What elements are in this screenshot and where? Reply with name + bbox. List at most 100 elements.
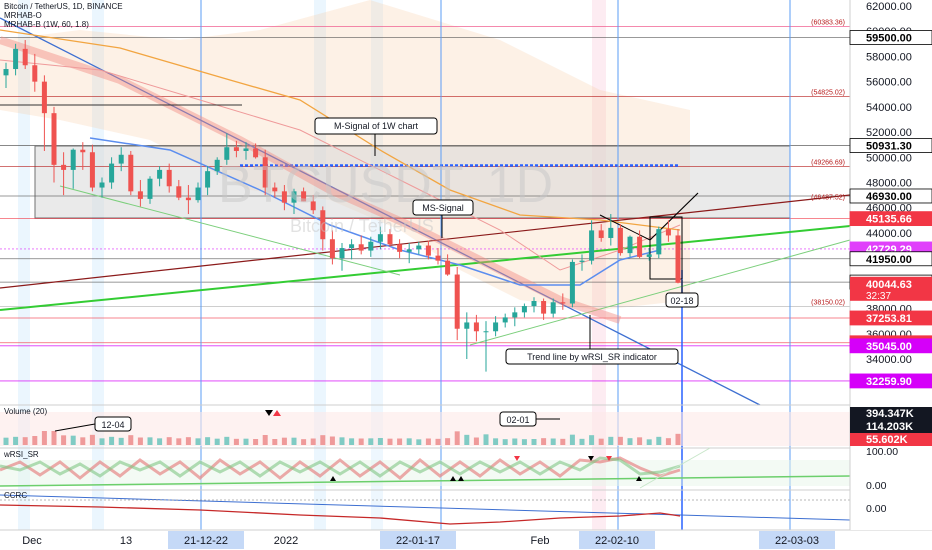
candle-body <box>483 331 489 333</box>
candle-body <box>195 187 201 201</box>
trend-line-callout: Trend line by wRSI_SR indicator <box>505 315 679 365</box>
candle-body <box>3 69 9 76</box>
price-tag <box>849 338 932 354</box>
level-lines: (60383.36) (54825.02) (49266.69) (46487.52)… <box>0 19 850 382</box>
candle-body <box>147 178 153 199</box>
volume-tag-label: 114.203K <box>866 421 913 433</box>
candle-body <box>176 186 182 198</box>
volume-bar <box>32 436 38 445</box>
candle-body <box>502 317 508 323</box>
candle-body <box>416 245 422 250</box>
volume-pane: Volume (20) 12-04 02-01 <box>0 404 932 446</box>
time-label-highlight <box>380 531 456 549</box>
wrsi-axis-ticks: 100.00 0.00 <box>866 446 898 492</box>
time-label: 2022 <box>274 535 298 547</box>
volume-bar <box>291 437 297 445</box>
time-label: 22-01-17 <box>396 535 440 547</box>
candle-body <box>368 241 374 251</box>
date-callout: 02-18 <box>665 280 699 308</box>
candle-body <box>425 245 431 256</box>
candle-body <box>137 191 143 199</box>
volume-bar <box>483 434 489 445</box>
volume-bar <box>109 436 115 445</box>
volume-tag-label: 55.602K <box>866 434 908 446</box>
price-tag-label: 37253.81 <box>866 313 912 325</box>
candle-body <box>243 148 249 151</box>
volume-tag-label: 394.347K <box>866 408 914 420</box>
volume-bar <box>118 437 124 445</box>
candle-body <box>358 244 364 251</box>
candle-body <box>617 227 623 254</box>
time-label: 22-03-03 <box>775 535 819 547</box>
price-tick: 34000.00 <box>866 354 912 366</box>
candle-body <box>109 163 115 183</box>
volume-bar <box>195 438 201 445</box>
volume-bar <box>224 436 230 445</box>
price-tick: 44000.00 <box>866 228 912 240</box>
volume-bar <box>560 438 566 445</box>
volume-bar <box>608 436 614 445</box>
volume-bar <box>3 437 9 445</box>
price-tag <box>849 310 932 326</box>
date-callout-label: 02-18 <box>670 296 693 306</box>
candle-body <box>512 312 518 318</box>
volume-bar <box>541 438 547 445</box>
candle-body <box>32 65 38 82</box>
wrsi-title: wRSI_SR <box>3 450 39 459</box>
price-tick: 56000.00 <box>866 77 912 89</box>
volume-bar <box>61 435 67 445</box>
candle-body <box>205 171 211 188</box>
volume-bar <box>425 438 431 445</box>
volume-bar <box>531 439 537 445</box>
volume-tag <box>850 420 932 433</box>
time-label: 21-12-22 <box>184 535 228 547</box>
candle-body <box>185 197 191 201</box>
candle-body <box>435 255 441 261</box>
volume-bar <box>675 433 681 445</box>
volume-bar <box>233 438 239 445</box>
time-label-highlight <box>168 531 244 549</box>
candle-body <box>589 230 595 261</box>
volume-bar <box>512 438 518 445</box>
candle-body <box>262 157 268 188</box>
volume-bar <box>397 438 403 445</box>
volume-callout-left: 12-04 <box>101 420 124 430</box>
candle-body <box>166 169 172 187</box>
volume-bar <box>137 437 143 445</box>
price-tick: 54000.00 <box>866 102 912 114</box>
candle-body <box>310 201 316 211</box>
candle-body <box>80 149 86 153</box>
price-tag-label: 59500.00 <box>866 33 912 45</box>
volume-bar <box>493 438 499 445</box>
volume-bar <box>41 431 47 445</box>
price-tag <box>849 211 932 227</box>
volume-bar <box>550 438 556 445</box>
candle-body <box>569 261 575 304</box>
volume-bar <box>22 437 28 445</box>
candle-body <box>349 244 355 249</box>
candle-body <box>627 236 633 254</box>
volume-bar <box>320 435 326 445</box>
candle-body <box>445 260 451 275</box>
volume-bar <box>473 437 479 445</box>
price-tag <box>849 30 932 45</box>
wrsi-tick-100: 100.00 <box>866 446 898 458</box>
price-axis[interactable]: 62000.0060000.0058000.0056000.0054000.00… <box>849 0 932 530</box>
volume-bar <box>205 437 211 445</box>
candle-body <box>656 229 662 255</box>
volume-bar <box>176 438 182 445</box>
volume-bar <box>416 439 422 445</box>
volume-bar <box>339 437 345 445</box>
level-label: (46487.52) <box>811 195 845 202</box>
volume-bar <box>589 435 595 445</box>
candle-body <box>550 302 556 314</box>
price-tag-label: 35045.00 <box>866 341 912 353</box>
candle-body <box>521 306 527 313</box>
candle-body <box>560 302 566 304</box>
time-label: 13 <box>120 535 132 547</box>
price-tag-label: 32259.90 <box>866 376 912 388</box>
candle-body <box>99 182 105 188</box>
level-label: (54825.02) <box>811 89 845 96</box>
candle-body <box>89 152 95 188</box>
